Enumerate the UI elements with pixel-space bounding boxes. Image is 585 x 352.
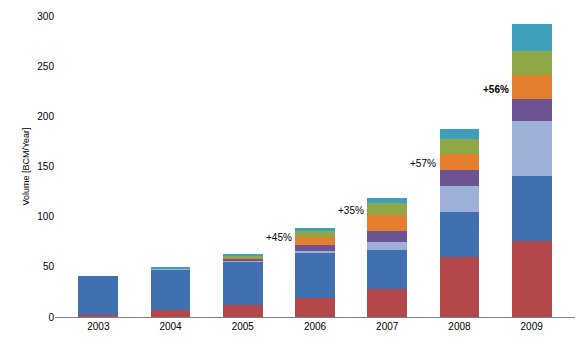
svg-text:+57%: +57% — [410, 158, 436, 169]
svg-text:200: 200 — [37, 111, 54, 122]
svg-text:+35%: +35% — [338, 205, 364, 216]
svg-text:50: 50 — [43, 261, 55, 272]
svg-text:2006: 2006 — [304, 321, 327, 332]
svg-text:+56%: +56% — [483, 84, 509, 95]
svg-text:300: 300 — [37, 11, 54, 22]
svg-text:2007: 2007 — [376, 321, 399, 332]
svg-text:2009: 2009 — [521, 321, 544, 332]
svg-text:0: 0 — [48, 312, 54, 323]
svg-text:2004: 2004 — [159, 321, 182, 332]
svg-text:100: 100 — [37, 211, 54, 222]
svg-text:2003: 2003 — [87, 321, 110, 332]
svg-text:2005: 2005 — [232, 321, 255, 332]
svg-text:250: 250 — [37, 61, 54, 72]
svg-text:+45%: +45% — [266, 232, 292, 243]
svg-text:150: 150 — [37, 161, 54, 172]
svg-text:2008: 2008 — [448, 321, 471, 332]
svg-text:Volume [BCM/Year]: Volume [BCM/Year] — [21, 127, 31, 205]
